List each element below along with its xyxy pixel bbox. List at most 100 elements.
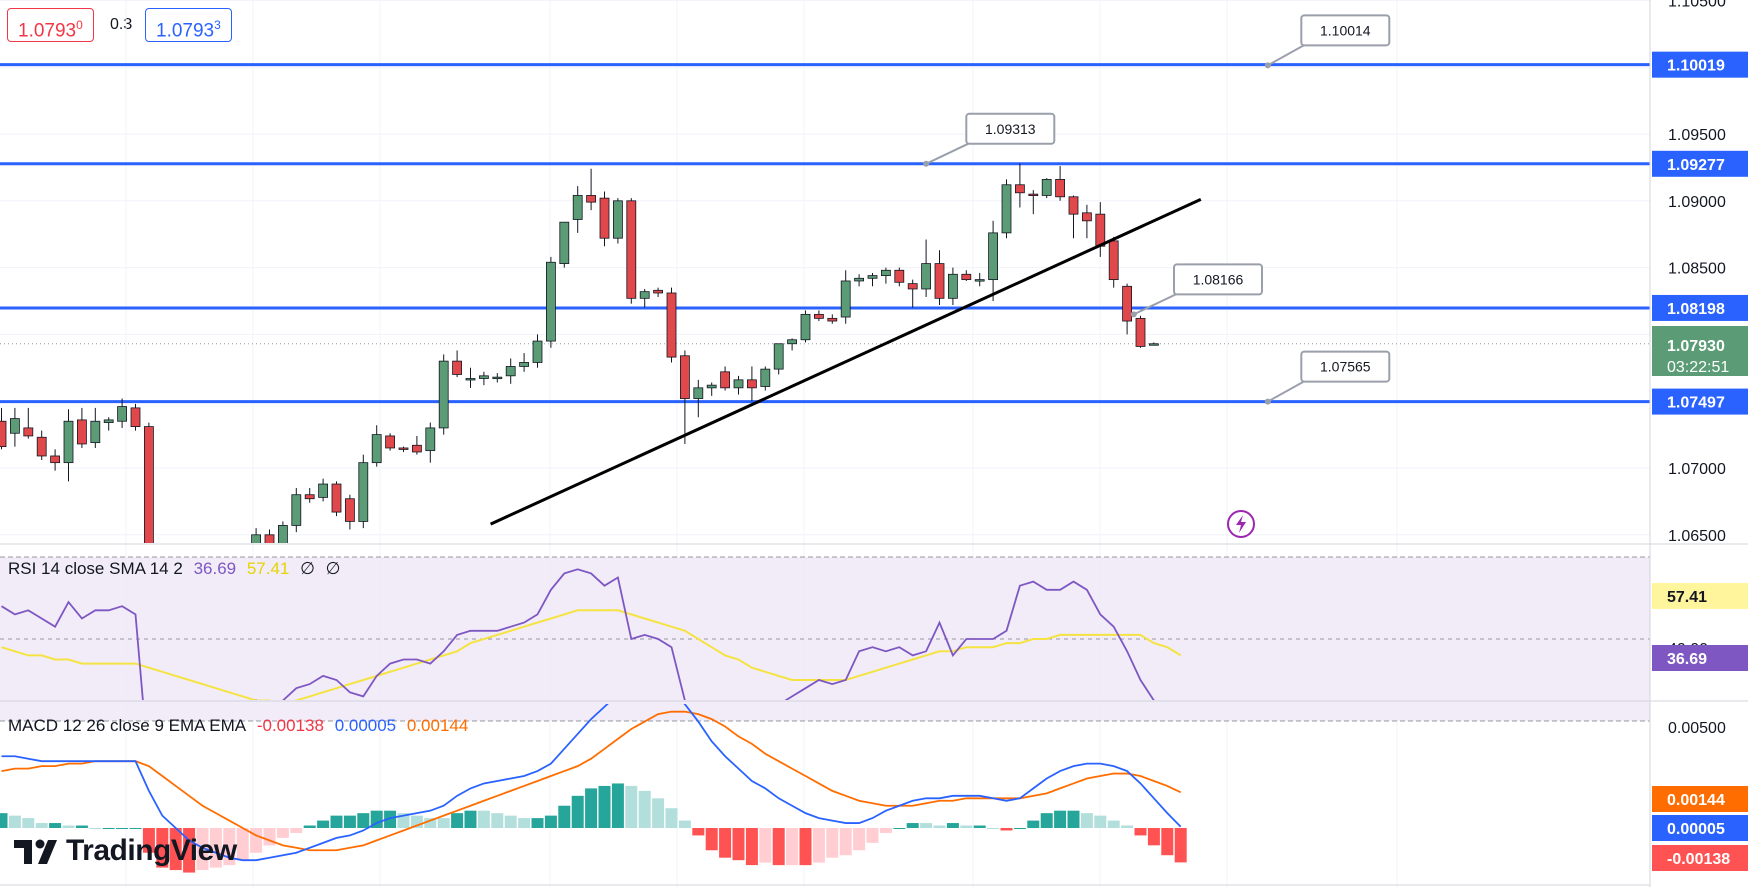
candle-body [465, 378, 476, 381]
macd-histogram-bar [370, 810, 383, 828]
rsi-lines [1, 568, 1182, 700]
callout-box [1300, 14, 1391, 47]
candle [398, 446, 409, 452]
level-price-tag-text: 1.09277 [1667, 157, 1725, 174]
candle-body [344, 498, 355, 522]
price-tick-label: 1.08500 [1668, 261, 1726, 278]
candle-body [478, 375, 489, 379]
price-tick-label: 1.07000 [1668, 461, 1726, 478]
sell-price-button[interactable]: 1.07930 [7, 8, 94, 42]
macd-histogram-bar [491, 813, 504, 828]
candle-body [546, 261, 556, 342]
callout-text: 1.08166 [1193, 271, 1244, 287]
macd-histogram-bar [357, 813, 370, 828]
price-tick-label: 1.09500 [1668, 127, 1726, 144]
candle [50, 449, 60, 471]
rsi-sma-line [1, 609, 1182, 700]
macd-histogram-bar [156, 828, 169, 868]
price-callout: 1.07565 [1264, 350, 1391, 405]
candle [800, 310, 811, 343]
callout-anchor [923, 160, 930, 167]
candle [36, 430, 47, 460]
candle [63, 409, 74, 482]
candle [425, 422, 436, 463]
rsi-sma-tag: 57.41 [1652, 583, 1748, 609]
candle-body [492, 376, 503, 380]
macd-histogram-bar [625, 785, 638, 828]
macd-histogram-bar [585, 788, 598, 828]
candle [532, 334, 543, 368]
candle [519, 353, 529, 372]
candle [1135, 315, 1146, 348]
macd-histogram-bar [464, 810, 477, 828]
candle [291, 488, 302, 533]
candle-body [747, 379, 757, 389]
macd-histogram-bar [732, 828, 745, 861]
axis-labels: 1.105001.095001.090001.085001.080001.070… [1652, 0, 1748, 871]
rsi-legend[interactable]: RSI 14 close SMA 14 2 36.69 57.41 ∅ ∅ [8, 559, 346, 579]
candle-body [1015, 184, 1025, 194]
macd-value-tag-bg [1652, 815, 1748, 841]
candle [881, 267, 891, 284]
macd-histogram-bar [196, 828, 209, 871]
candle-body [50, 455, 60, 464]
macd-histogram-bar [518, 818, 531, 828]
candle-body [706, 384, 717, 389]
candle-body [639, 291, 650, 299]
candle [103, 417, 114, 431]
candle [358, 454, 369, 529]
lightning-icon[interactable] [1226, 509, 1256, 539]
candle-body [1135, 317, 1146, 347]
macd-histogram-bar [116, 828, 129, 829]
buy-price-button[interactable]: 1.07933 [145, 8, 232, 42]
candle [304, 488, 315, 503]
candle-body [103, 419, 114, 423]
candle-body [666, 292, 677, 358]
candle-body [961, 273, 972, 281]
macd-value-tag: 0.00005 [1652, 815, 1748, 841]
macd-line [1, 704, 1182, 862]
candle [90, 407, 101, 448]
candle [130, 403, 141, 431]
candle-body [425, 427, 436, 452]
macd-histogram-bar [384, 810, 397, 828]
macd-histogram-bar [290, 828, 303, 833]
macd-histogram-bar [75, 825, 88, 828]
macd-histogram-bar [598, 785, 611, 828]
rsi-legend-extra2: ∅ [325, 559, 341, 578]
macd-histogram-bar [250, 828, 263, 853]
price-tick-label: 1.09000 [1668, 194, 1726, 211]
macd-histogram-bar [960, 825, 973, 828]
macd-legend[interactable]: MACD 12 26 close 9 EMA EMA -0.00138 0.00… [8, 716, 474, 736]
macd-histogram-bar [812, 828, 825, 863]
macd-histogram-bar [759, 828, 772, 863]
macd-histogram-bar [1000, 828, 1013, 831]
candle [478, 371, 489, 386]
candle-body [1068, 196, 1079, 215]
candle-body [626, 200, 637, 299]
rsi-legend-name: RSI 14 close SMA 14 2 [8, 559, 183, 578]
candle [1095, 202, 1106, 257]
tradingview-logo[interactable]: TradingView [12, 834, 237, 868]
candle-body [77, 419, 87, 445]
price-tick-label: 1.06500 [1668, 528, 1726, 545]
current-price-tag-bg [1652, 326, 1748, 376]
callout-text: 1.09313 [985, 121, 1036, 137]
macd-histogram-bar [906, 823, 919, 828]
macd-hist-tag-text: -0.00138 [1667, 851, 1730, 868]
callout-pointer [1133, 291, 1181, 316]
countdown-text: 03:22:51 [1667, 359, 1729, 376]
rsi-sma-tag-text: 57.41 [1667, 589, 1707, 606]
candle-body [720, 371, 730, 389]
macd-histogram-bar [933, 825, 946, 828]
macd-histogram-bar [853, 828, 866, 851]
macd-histogram-bar [638, 790, 651, 828]
macd-histogram-bar [1107, 820, 1120, 828]
candle [23, 407, 34, 439]
spread-value: 0.3 [110, 16, 133, 33]
macd-legend-name: MACD 12 26 close 9 EMA EMA [8, 716, 247, 735]
candle [277, 521, 288, 543]
candle-body [1149, 343, 1159, 346]
macd-value-tag-text: 0.00005 [1667, 821, 1725, 838]
